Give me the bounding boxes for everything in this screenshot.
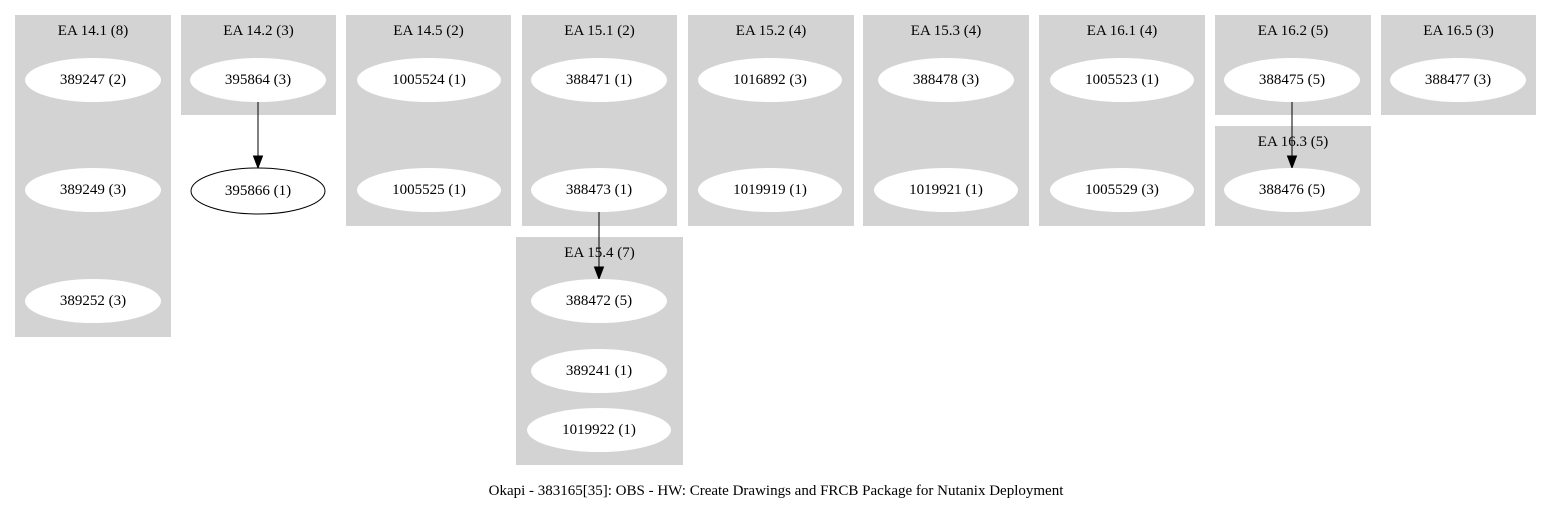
- node-ellipse: [25, 168, 161, 212]
- node-n1019919: 1019919 (1): [698, 168, 842, 212]
- node-label: 1005523 (1): [1085, 72, 1159, 88]
- node-n1005525: 1005525 (1): [357, 168, 501, 212]
- node-label: 1019922 (1): [562, 422, 636, 438]
- node-n388475: 388475 (5): [1224, 58, 1360, 102]
- node-n1005529: 1005529 (3): [1050, 168, 1194, 212]
- node-ellipse: [190, 167, 326, 215]
- node-ellipse: [698, 58, 842, 102]
- node-ellipse: [531, 349, 667, 393]
- node-n1005523: 1005523 (1): [1050, 58, 1194, 102]
- node-n388471: 388471 (1): [531, 58, 667, 102]
- node-ellipse: [25, 58, 161, 102]
- edges-layer: [252, 102, 1298, 281]
- arrowhead: [1286, 155, 1298, 170]
- cluster-label: EA 16.3 (5): [1258, 134, 1328, 150]
- node-label: 389252 (3): [60, 293, 126, 309]
- nodes-layer: 389247 (2) 389249 (3) 389252 (3) 395864 (3)…: [25, 58, 1526, 452]
- node-label: 395864 (3): [225, 72, 291, 88]
- node-label: 1019919 (1): [733, 182, 807, 198]
- arrowhead: [593, 266, 605, 281]
- node-label: 388473 (1): [566, 182, 632, 198]
- node-n389249: 389249 (3): [25, 168, 161, 212]
- node-n388473: 388473 (1): [531, 168, 667, 212]
- node-label: 1005524 (1): [392, 72, 466, 88]
- node-label: 1019921 (1): [909, 182, 983, 198]
- edge-n388475-n388476: [1286, 102, 1298, 170]
- node-label: 389241 (1): [566, 363, 632, 379]
- node-ellipse: [531, 168, 667, 212]
- node-n389252: 389252 (3): [25, 279, 161, 323]
- node-label: 388471 (1): [566, 72, 632, 88]
- node-ellipse: [1050, 168, 1194, 212]
- node-label: 388477 (3): [1425, 72, 1491, 88]
- node-ellipse: [357, 58, 501, 102]
- node-n395864: 395864 (3): [190, 58, 326, 102]
- node-n1019921: 1019921 (1): [874, 168, 1018, 212]
- cluster-label: EA 14.1 (8): [58, 23, 128, 39]
- cluster-label: EA 15.3 (4): [911, 23, 981, 39]
- node-ellipse: [531, 58, 667, 102]
- node-n1005524: 1005524 (1): [357, 58, 501, 102]
- node-ellipse: [1050, 58, 1194, 102]
- node-n1016892: 1016892 (3): [698, 58, 842, 102]
- node-label: 389249 (3): [60, 182, 126, 198]
- node-ellipse: [190, 58, 326, 102]
- graph-caption: Okapi - 383165[35]: OBS - HW: Create Dra…: [489, 483, 1065, 499]
- node-label: 388472 (5): [566, 293, 632, 309]
- cluster-label: EA 16.2 (5): [1258, 23, 1328, 39]
- node-label: 395866 (1): [225, 183, 291, 199]
- node-ellipse: [531, 279, 667, 323]
- edge-n395864-n395866: [252, 102, 264, 170]
- arrowhead: [252, 155, 264, 170]
- node-label: 388475 (5): [1259, 72, 1325, 88]
- node-n395866: 395866 (1): [190, 167, 326, 215]
- node-ellipse: [878, 58, 1014, 102]
- node-n388478: 388478 (3): [878, 58, 1014, 102]
- cluster-label: EA 15.2 (4): [736, 23, 806, 39]
- node-label: 1016892 (3): [733, 72, 807, 88]
- node-ellipse: [1224, 168, 1360, 212]
- node-label: 388478 (3): [913, 72, 979, 88]
- node-ellipse: [25, 279, 161, 323]
- node-label: 1005525 (1): [392, 182, 466, 198]
- node-label: 1005529 (3): [1085, 182, 1159, 198]
- node-ellipse: [874, 168, 1018, 212]
- cluster-label: EA 14.5 (2): [393, 23, 463, 39]
- node-ellipse: [1390, 58, 1526, 102]
- cluster-label: EA 16.5 (3): [1423, 23, 1493, 39]
- node-label: 389247 (2): [60, 72, 126, 88]
- cluster-label: EA 16.1 (4): [1087, 23, 1157, 39]
- node-ellipse: [698, 168, 842, 212]
- node-n388476: 388476 (5): [1224, 168, 1360, 212]
- node-label: 388476 (5): [1259, 182, 1325, 198]
- node-n1019922: 1019922 (1): [527, 408, 671, 452]
- cluster-label: EA 15.1 (2): [564, 23, 634, 39]
- node-n389241: 389241 (1): [531, 349, 667, 393]
- edge-n388473-n388472: [593, 212, 605, 281]
- node-n388477: 388477 (3): [1390, 58, 1526, 102]
- node-ellipse: [527, 408, 671, 452]
- node-n388472: 388472 (5): [531, 279, 667, 323]
- cluster-label: EA 14.2 (3): [223, 23, 293, 39]
- node-ellipse: [357, 168, 501, 212]
- node-n389247: 389247 (2): [25, 58, 161, 102]
- node-ellipse: [1224, 58, 1360, 102]
